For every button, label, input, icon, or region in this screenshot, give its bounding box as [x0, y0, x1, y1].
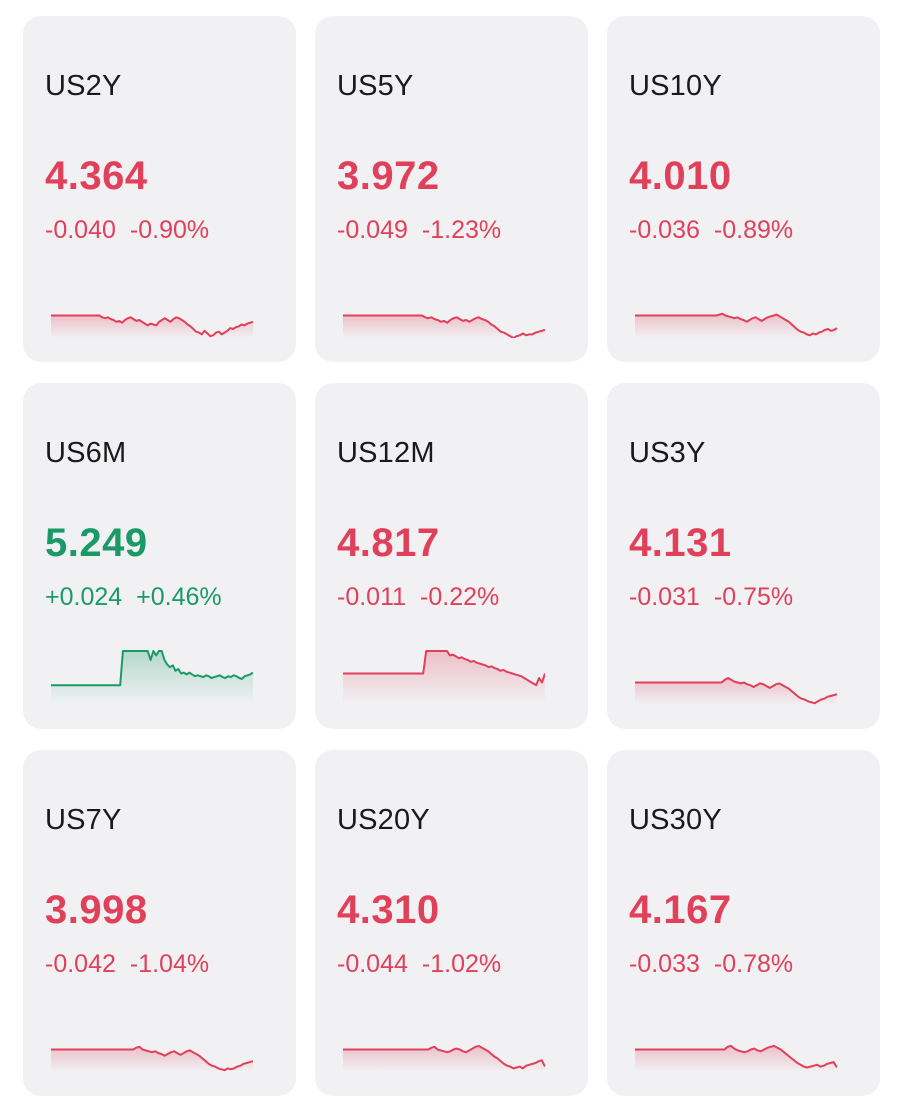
change-row: -0.036 -0.89% — [629, 216, 793, 245]
change-value: -0.042 — [45, 950, 116, 978]
change-value: +0.024 — [45, 583, 123, 611]
price-value: 4.817 — [337, 521, 440, 565]
sparkline-chart — [635, 677, 837, 705]
change-percent: -0.22% — [420, 583, 500, 611]
sparkline-line — [343, 1044, 545, 1070]
sparkline-area — [635, 1045, 837, 1072]
change-percent: -0.75% — [713, 583, 794, 611]
quote-card-us2y[interactable]: US2Y 4.364 -0.040 -0.90% — [23, 16, 296, 362]
change-value: -0.033 — [629, 950, 700, 978]
symbol-label: US12M — [337, 437, 435, 469]
sparkline-chart — [51, 1045, 253, 1072]
sparkline-area — [343, 651, 545, 705]
bond-yield-grid: US2Y 4.364 -0.040 -0.90% US5Y 3.972 -0.04… — [23, 16, 880, 1096]
sparkline-area — [343, 315, 545, 338]
price-value: 3.998 — [45, 888, 148, 932]
price-value: 4.310 — [337, 888, 440, 932]
change-value: -0.049 — [337, 216, 408, 244]
sparkline-area — [343, 1045, 545, 1072]
quote-card-us10y[interactable]: US10Y 4.010 -0.036 -0.89% — [607, 16, 880, 362]
symbol-label: US5Y — [337, 70, 414, 102]
change-percent: -0.90% — [129, 216, 210, 244]
sparkline-chart — [343, 314, 545, 338]
change-row: -0.042 -1.04% — [45, 950, 209, 979]
change-percent: -0.89% — [713, 216, 794, 244]
symbol-label: US20Y — [337, 804, 430, 836]
quote-card-us3y[interactable]: US3Y 4.131 -0.031 -0.75% — [607, 383, 880, 729]
sparkline-area — [635, 313, 837, 338]
change-row: -0.049 -1.23% — [337, 216, 501, 245]
sparkline-line — [51, 1045, 253, 1072]
quote-card-us30y[interactable]: US30Y 4.167 -0.033 -0.78% — [607, 750, 880, 1096]
quote-card-us7y[interactable]: US7Y 3.998 -0.042 -1.04% — [23, 750, 296, 1096]
sparkline-line — [343, 650, 545, 687]
price-value: 5.249 — [45, 521, 148, 565]
change-row: -0.033 -0.78% — [629, 950, 793, 979]
change-value: -0.040 — [45, 216, 116, 244]
quote-card-us5y[interactable]: US5Y 3.972 -0.049 -1.23% — [315, 16, 588, 362]
change-value: -0.036 — [629, 216, 700, 244]
price-value: 4.131 — [629, 521, 732, 565]
quote-card-us20y[interactable]: US20Y 4.310 -0.044 -1.02% — [315, 750, 588, 1096]
symbol-label: US6M — [45, 437, 127, 469]
change-value: -0.031 — [629, 583, 700, 611]
sparkline-line — [51, 650, 253, 687]
sparkline-line — [51, 314, 253, 338]
sparkline-line — [635, 1044, 837, 1069]
sparkline-chart — [51, 650, 253, 705]
change-row: -0.040 -0.90% — [45, 216, 209, 245]
symbol-label: US3Y — [629, 437, 706, 469]
change-percent: -1.02% — [421, 950, 502, 978]
sparkline-chart — [343, 650, 545, 705]
change-row: -0.044 -1.02% — [337, 950, 501, 979]
price-value: 3.972 — [337, 154, 440, 198]
symbol-label: US10Y — [629, 70, 722, 102]
sparkline-area — [51, 651, 253, 705]
symbol-label: US30Y — [629, 804, 722, 836]
change-percent: +0.46% — [136, 583, 222, 611]
sparkline-chart — [635, 312, 837, 338]
sparkline-area — [51, 315, 253, 338]
price-value: 4.010 — [629, 154, 732, 198]
change-value: -0.011 — [337, 583, 407, 611]
sparkline-line — [635, 312, 837, 337]
sparkline-area — [51, 1046, 253, 1072]
symbol-label: US2Y — [45, 70, 122, 102]
sparkline-chart — [635, 1044, 837, 1072]
quote-card-us12m[interactable]: US12M 4.817 -0.011 -0.22% — [315, 383, 588, 729]
sparkline-line — [635, 677, 837, 705]
change-value: -0.044 — [337, 950, 408, 978]
change-row: +0.024 +0.46% — [45, 583, 222, 612]
sparkline-chart — [51, 314, 253, 338]
sparkline-chart — [343, 1044, 545, 1072]
change-percent: -1.04% — [129, 950, 210, 978]
change-percent: -0.78% — [713, 950, 794, 978]
price-value: 4.364 — [45, 154, 148, 198]
change-row: -0.031 -0.75% — [629, 583, 793, 612]
sparkline-area — [635, 678, 837, 705]
symbol-label: US7Y — [45, 804, 122, 836]
price-value: 4.167 — [629, 888, 732, 932]
change-percent: -1.23% — [421, 216, 502, 244]
sparkline-line — [343, 314, 545, 338]
change-row: -0.011 -0.22% — [337, 583, 499, 612]
quote-card-us6m[interactable]: US6M 5.249 +0.024 +0.46% — [23, 383, 296, 729]
